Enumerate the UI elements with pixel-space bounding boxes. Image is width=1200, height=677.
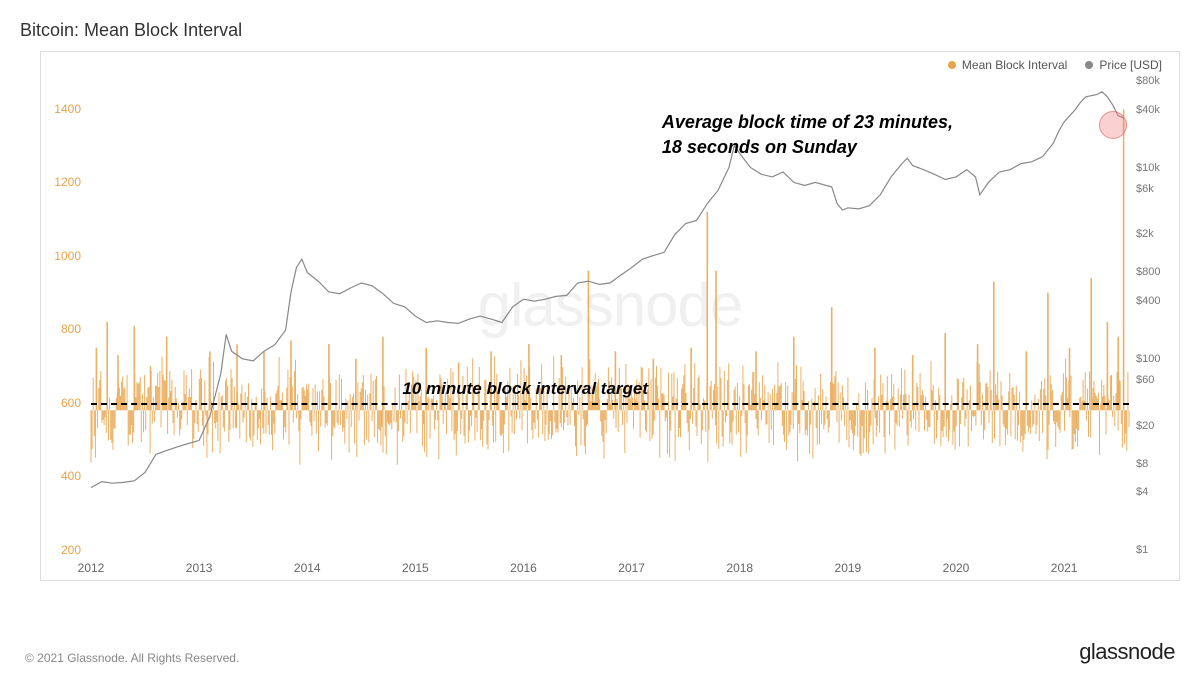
chart-title: Bitcoin: Mean Block Interval xyxy=(20,20,1180,41)
legend-label: Mean Block Interval xyxy=(962,58,1067,72)
plot-area: 10 minute block interval target Average … xyxy=(91,72,1129,550)
target-line xyxy=(91,403,1129,405)
y-axis-left: 200400600800100012001400 xyxy=(41,72,86,550)
y-axis-right: $1$4$8$20$60$100$400$800$2k$6k$10k$40k$8… xyxy=(1131,72,1179,550)
chart-area: glassnode 200400600800100012001400 $1$4$… xyxy=(40,51,1180,581)
highlight-circle-icon xyxy=(1099,111,1127,139)
legend-item-interval: Mean Block Interval xyxy=(948,58,1067,72)
main-annotation: Average block time of 23 minutes, 18 sec… xyxy=(662,110,953,159)
chart-container: Bitcoin: Mean Block Interval Mean Block … xyxy=(0,0,1200,677)
legend-label: Price [USD] xyxy=(1099,58,1162,72)
legend-item-price: Price [USD] xyxy=(1085,58,1162,72)
data-svg xyxy=(91,72,1129,550)
legend-dot-icon xyxy=(1085,61,1093,69)
legend: Mean Block Interval Price [USD] xyxy=(948,58,1162,72)
annotation-line: 18 seconds on Sunday xyxy=(662,137,857,157)
legend-dot-icon xyxy=(948,61,956,69)
brand-logo: glassnode xyxy=(1079,639,1175,665)
x-axis: 2012201320142015201620172018201920202021 xyxy=(91,555,1129,580)
copyright-text: © 2021 Glassnode. All Rights Reserved. xyxy=(25,651,239,665)
annotation-line: Average block time of 23 minutes, xyxy=(662,112,953,132)
target-annotation: 10 minute block interval target xyxy=(402,379,648,403)
footer: © 2021 Glassnode. All Rights Reserved. g… xyxy=(25,639,1175,665)
